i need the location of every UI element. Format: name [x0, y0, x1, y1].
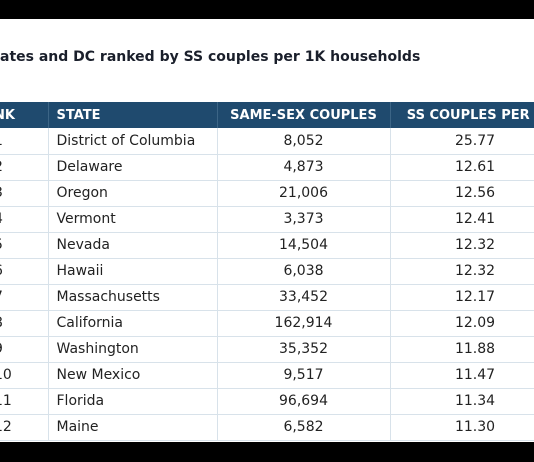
rankings-table: NK STATE SAME-SEX COUPLES SS COUPLES PER…: [0, 102, 534, 441]
cell-per1k: 11.30: [390, 414, 534, 441]
cell-rank: 6: [0, 258, 49, 285]
cell-couples: 35,352: [217, 336, 391, 363]
cell-state: Vermont: [48, 206, 218, 233]
cell-couples: 96,694: [217, 388, 391, 415]
header-couples: SAME-SEX COUPLES: [217, 102, 391, 128]
cell-per1k: 12.17: [390, 284, 534, 311]
cell-state: California: [48, 310, 218, 337]
cell-state: Hawaii: [48, 258, 218, 285]
table-header-row: NK STATE SAME-SEX COUPLES SS COUPLES PER…: [0, 102, 534, 128]
cell-rank: 11: [0, 388, 49, 415]
cell-state: Nevada: [48, 232, 218, 259]
cell-per1k: 12.32: [390, 258, 534, 285]
cell-couples: 33,452: [217, 284, 391, 311]
cell-rank: 10: [0, 362, 49, 389]
cell-couples: 6,582: [217, 414, 391, 441]
cell-couples: 9,517: [217, 362, 391, 389]
header-state: STATE: [48, 102, 218, 128]
header-rank: NK: [0, 102, 49, 128]
cell-per1k: 12.61: [390, 154, 534, 181]
cell-rank: 3: [0, 180, 49, 207]
cell-state: Oregon: [48, 180, 218, 207]
cell-rank: 12: [0, 414, 49, 441]
cell-rank: 8: [0, 310, 49, 337]
cell-state: Washington: [48, 336, 218, 363]
header-per1k: SS COUPLES PER 1: [390, 102, 534, 128]
cell-state: Florida: [48, 388, 218, 415]
cell-couples: 6,038: [217, 258, 391, 285]
cell-per1k: 11.34: [390, 388, 534, 415]
cell-state: Maine: [48, 414, 218, 441]
cell-couples: 8,052: [217, 128, 391, 155]
cell-per1k: 11.47: [390, 362, 534, 389]
cell-per1k: 12.56: [390, 180, 534, 207]
cell-rank: 9: [0, 336, 49, 363]
cell-per1k: 12.41: [390, 206, 534, 233]
cell-state: District of Columbia: [48, 128, 218, 155]
cell-rank: 1: [0, 128, 49, 155]
cell-state: Massachusetts: [48, 284, 218, 311]
cell-state: New Mexico: [48, 362, 218, 389]
cell-rank: 2: [0, 154, 49, 181]
table-title: ates and DC ranked by SS couples per 1K …: [0, 49, 421, 65]
cell-couples: 162,914: [217, 310, 391, 337]
cell-rank: 4: [0, 206, 49, 233]
cell-per1k: 25.77: [390, 128, 534, 155]
cell-couples: 4,873: [217, 154, 391, 181]
cell-per1k: 11.88: [390, 336, 534, 363]
cell-couples: 3,373: [217, 206, 391, 233]
cell-rank: 5: [0, 232, 49, 259]
cell-per1k: 12.09: [390, 310, 534, 337]
cell-couples: 14,504: [217, 232, 391, 259]
cell-per1k: 12.32: [390, 232, 534, 259]
table-panel: ates and DC ranked by SS couples per 1K …: [0, 19, 534, 442]
cell-state: Delaware: [48, 154, 218, 181]
cell-couples: 21,006: [217, 180, 391, 207]
cell-rank: 7: [0, 284, 49, 311]
